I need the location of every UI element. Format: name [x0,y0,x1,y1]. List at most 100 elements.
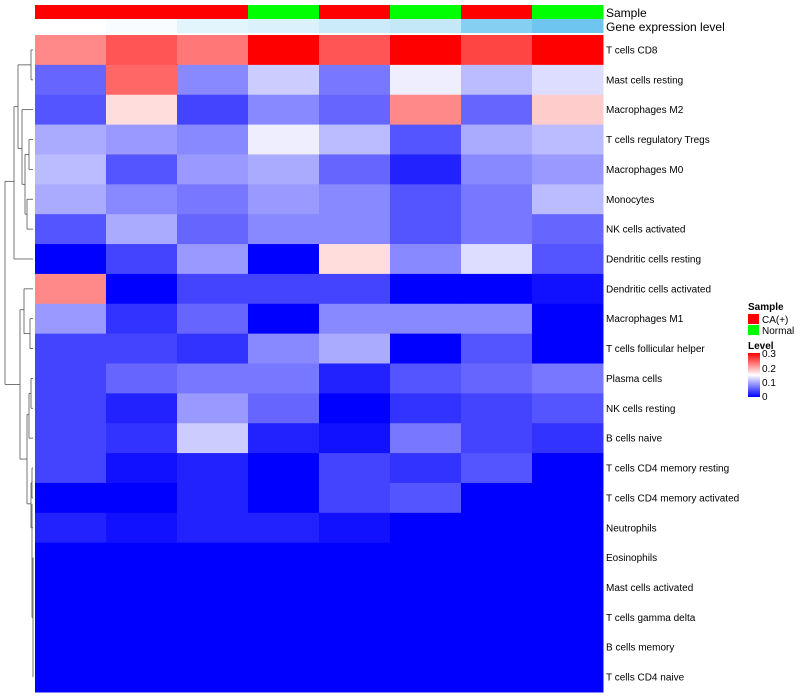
heatmap-cell [248,273,320,305]
heatmap-cell [248,572,320,603]
heatmap-cell [248,154,320,185]
heatmap-cell [248,363,320,394]
heatmap-cell [177,632,249,663]
heatmap-cell [248,184,320,215]
heatmap-cell [248,602,320,633]
legend: Sample CA(+) Normal Level 0.3 0.2 0.1 0 [748,302,794,403]
heatmap-cell [35,184,107,215]
heatmap-cell [461,363,533,394]
heatmap-cell [319,662,391,693]
row-dendrogram [4,49,34,678]
heatmap-cell [390,512,462,544]
row-label: Macrophages M1 [606,314,684,325]
heatmap-cell [319,423,391,454]
row-label: T cells regulatory Tregs [606,135,710,146]
expression-annotation-cell [35,19,107,33]
heatmap-cell [35,512,107,544]
heatmap-cell [390,64,462,96]
heatmap-cell [390,214,462,245]
heatmap-cell [532,35,604,66]
row-label: B cells memory [606,643,674,654]
heatmap-cell [106,273,178,305]
heatmap-cell [461,214,533,245]
heatmap-cell [35,244,107,275]
row-label: T cells CD4 naive [606,673,685,684]
heatmap-cell [106,453,178,484]
heatmap-cell [390,303,462,335]
heatmap-cell [532,333,604,364]
heatmap-cell [390,602,462,633]
heatmap-cell [461,154,533,185]
heatmap-cell [390,423,462,454]
row-label: Neutrophils [606,523,657,534]
heatmap-cell [461,333,533,364]
heatmap-cell [177,393,249,424]
heatmap-cell [106,184,178,215]
heatmap-cell [319,333,391,364]
heatmap-cell [319,124,391,155]
heatmap-cell [248,64,320,96]
heatmap-cell [532,214,604,245]
heatmap-cell [390,184,462,215]
expression-annotation-track [35,19,604,33]
expression-annotation-cell [319,19,391,33]
heatmap-cell [319,512,391,544]
heatmap-cell [532,303,604,335]
heatmap-cell [177,602,249,633]
heatmap-cell [35,662,107,693]
heatmap-cell [532,512,604,544]
heatmap-cell [461,572,533,603]
heatmap-cell [319,214,391,245]
heatmap-cell [177,244,249,275]
sample-annotation-cell [35,5,107,19]
level-tick-03: 0.3 [762,349,776,360]
row-label: T cells gamma delta [606,613,696,624]
legend-swatch-normal [748,325,759,335]
expression-track-label: Gene expression level [606,20,725,34]
heatmap-cell [177,94,249,126]
expression-annotation-cell [390,19,462,33]
heatmap-cell [461,393,533,424]
heatmap-cell [390,244,462,275]
heatmap-cell [177,273,249,305]
heatmap-cell [461,184,533,215]
heatmap-cell [532,453,604,484]
heatmap-cell [106,632,178,663]
heatmap-cell [177,154,249,185]
row-label: T cells follicular helper [606,344,705,355]
heatmap-cell [461,124,533,155]
heatmap-cell [461,662,533,693]
heatmap-cell [461,244,533,275]
heatmap-cell [390,94,462,126]
row-label: Dendritic cells resting [606,254,701,265]
heatmap-cell [319,453,391,484]
heatmap-cell [461,453,533,484]
heatmap-cell [35,124,107,155]
heatmap-cell [35,333,107,364]
heatmap-cell [461,423,533,454]
level-legend-title: Level [748,341,774,352]
level-tick-01: 0.1 [762,378,776,389]
heatmap-cell [177,512,249,544]
heatmap-cell [35,423,107,454]
heatmap-cell [390,393,462,424]
sample-track-label: Sample [606,6,647,20]
heatmap-cell [106,512,178,544]
heatmap-cell [177,64,249,96]
row-label: T cells CD4 memory activated [606,493,739,504]
heatmap-cell [248,333,320,364]
heatmap-cell [248,423,320,454]
row-label: Dendritic cells activated [606,284,711,295]
heatmap-cell [390,333,462,364]
heatmap-cell [390,542,462,574]
heatmap-cell [390,363,462,394]
heatmap-cell [319,542,391,574]
heatmap-cell [106,94,178,126]
heatmap-cell [248,453,320,484]
heatmap-cell [248,662,320,693]
heatmap-cell [390,572,462,603]
sample-annotation-cell [106,5,178,19]
level-tick-0: 0 [762,392,768,403]
heatmap-cell [177,662,249,693]
row-label: B cells naive [606,434,663,445]
